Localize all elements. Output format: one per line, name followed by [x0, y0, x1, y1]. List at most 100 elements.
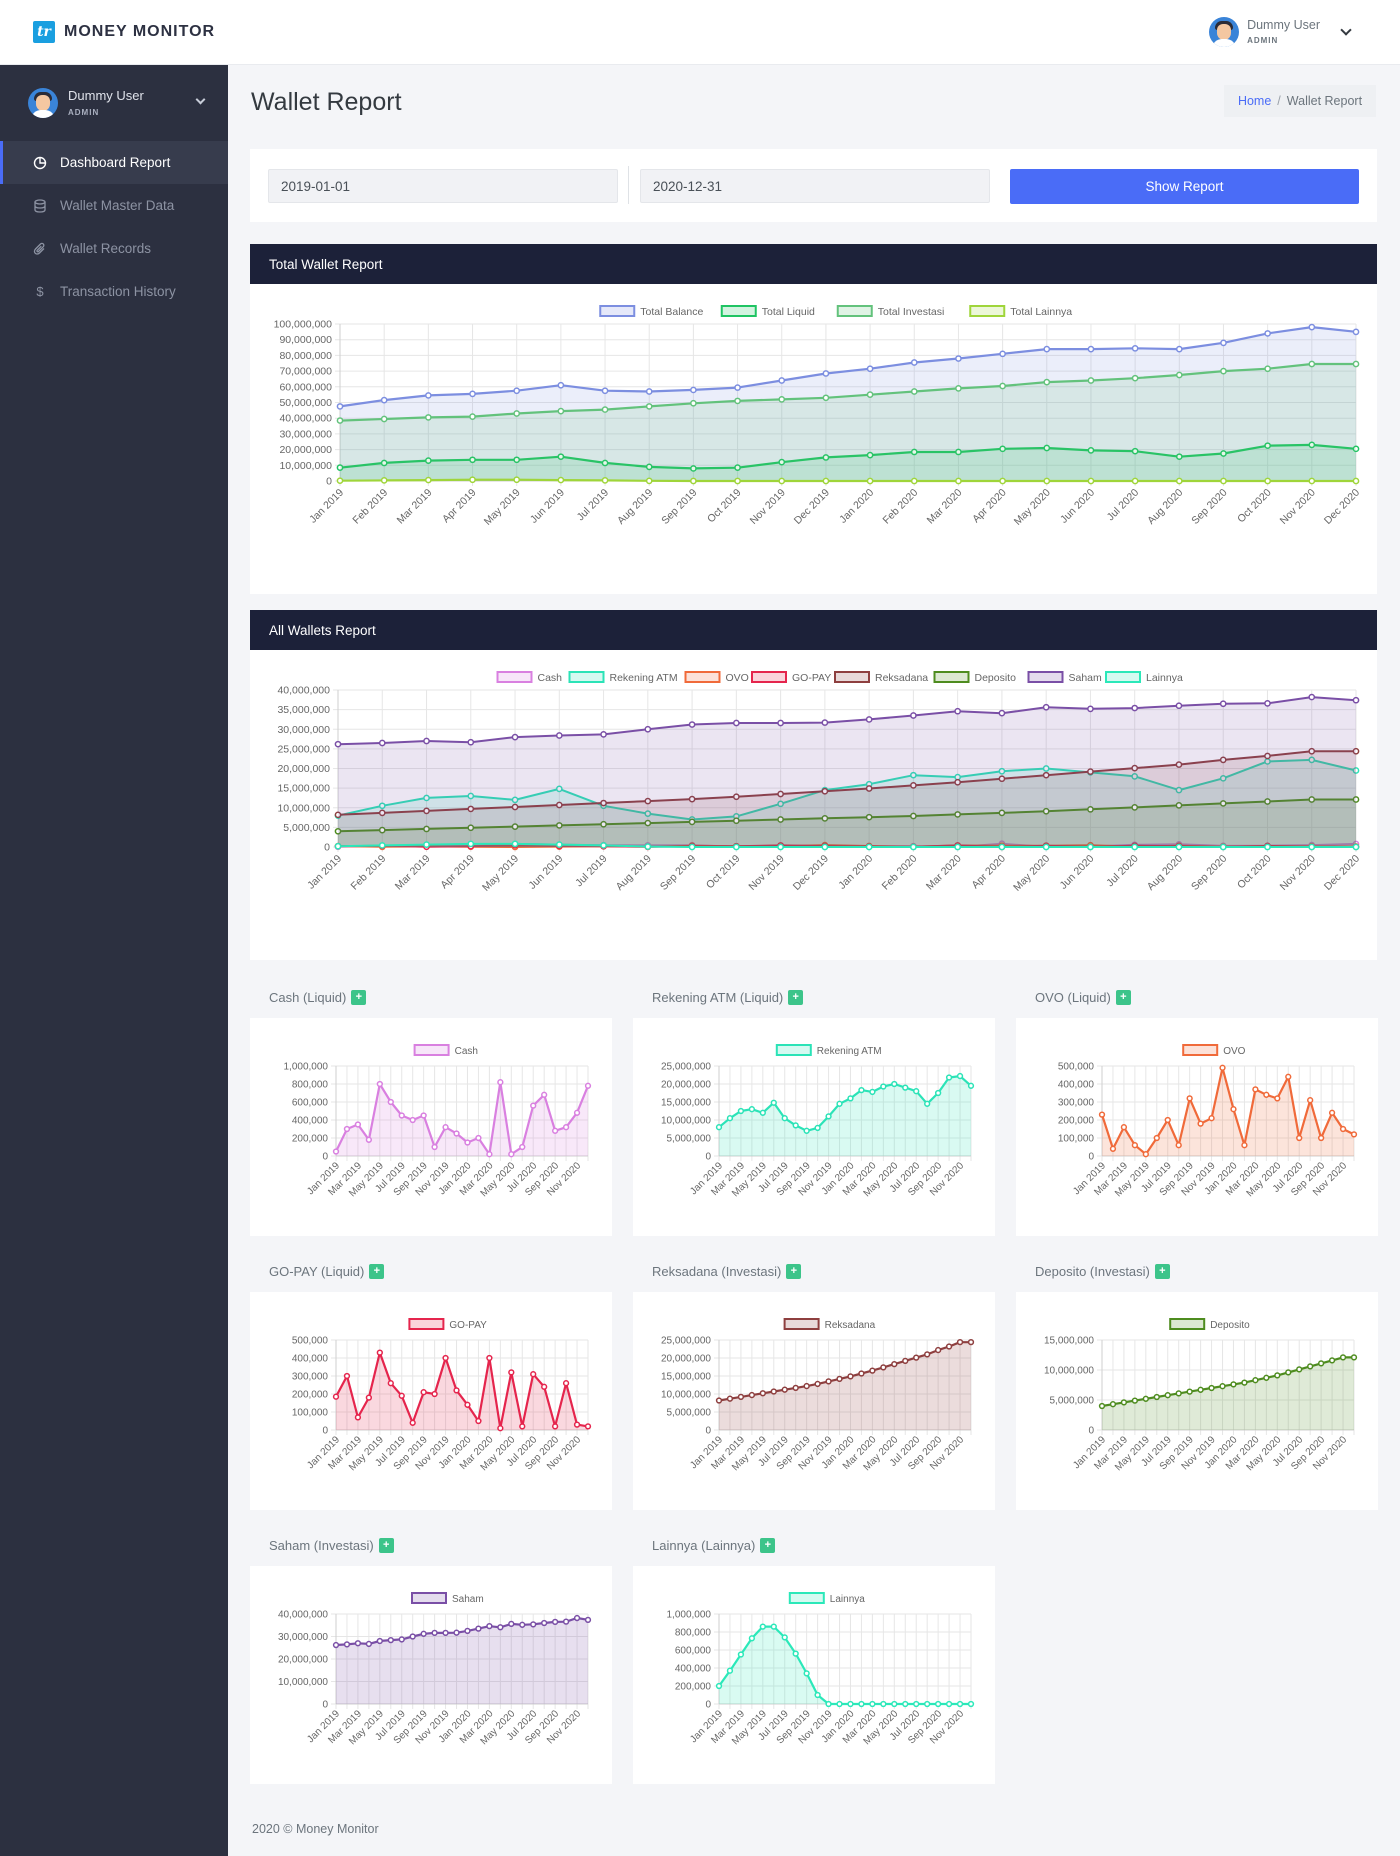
brand[interactable]: tr MONEY MONITOR — [33, 21, 215, 43]
data-point — [1308, 441, 1316, 449]
data-point — [1175, 477, 1183, 485]
wallet-card-deposito: Deposito (Investasi) + 0 5,000,000 10,000,0… — [1016, 1251, 1378, 1524]
sidebar-item-wallet-records[interactable]: Wallet Records — [0, 227, 228, 270]
data-point — [1197, 1120, 1204, 1127]
chevron-down-icon[interactable] — [195, 94, 206, 105]
data-point — [998, 809, 1006, 817]
x-tick-label: Dec 2020 — [1322, 487, 1362, 527]
user-role: ADMIN — [1247, 35, 1279, 45]
y-tick-label: 30,000,000 — [277, 724, 330, 736]
add-icon[interactable]: + — [786, 1264, 802, 1279]
sidebar-item-dashboard-report[interactable]: Dashboard Report — [0, 141, 228, 184]
x-tick-label: May 2019 — [480, 853, 521, 894]
add-icon[interactable]: + — [369, 1264, 385, 1279]
data-point — [584, 1082, 592, 1089]
breadcrumb-home-link[interactable]: Home — [1237, 94, 1272, 108]
sidebar-user[interactable]: Dummy User ADMIN — [0, 65, 228, 141]
data-point — [562, 1618, 570, 1625]
data-point — [902, 1357, 909, 1365]
avatar — [28, 88, 58, 118]
data-point — [880, 1083, 887, 1090]
data-point — [1308, 360, 1316, 368]
data-point — [956, 1700, 964, 1708]
breadcrumb-current: Wallet Report — [1286, 94, 1363, 108]
data-point — [431, 1390, 438, 1398]
breadcrumb-separator: / — [1277, 94, 1281, 108]
legend-swatch — [413, 1044, 450, 1056]
data-point — [814, 1124, 821, 1132]
data-point — [1339, 1125, 1347, 1133]
top-navbar: tr MONEY MONITOR Dummy User ADMIN — [0, 0, 1400, 65]
series-area — [340, 364, 1356, 481]
data-point — [380, 459, 388, 467]
data-point — [380, 415, 388, 423]
show-report-button[interactable]: Show Report — [1010, 169, 1359, 204]
data-point — [822, 370, 830, 377]
data-point — [1042, 771, 1050, 779]
data-point — [584, 1423, 592, 1430]
data-point — [409, 1633, 416, 1640]
sidebar-item-transaction-history[interactable]: $ Transaction History — [0, 270, 228, 313]
y-tick-label: 40,000,000 — [277, 685, 330, 697]
add-icon[interactable]: + — [1115, 990, 1131, 1005]
legend-label: Total Liquid — [762, 306, 815, 318]
data-point — [555, 785, 563, 793]
sidebar-item-label: Transaction History — [60, 284, 176, 299]
end-date-input[interactable]: 2020-12-31 — [640, 169, 990, 203]
data-point — [1098, 1111, 1106, 1118]
add-icon[interactable]: + — [378, 1538, 394, 1553]
data-point — [910, 812, 917, 820]
series-area — [336, 1352, 588, 1430]
data-point — [847, 1095, 854, 1102]
data-point — [726, 1395, 734, 1402]
data-point — [645, 477, 653, 485]
y-tick-label: 70,000,000 — [279, 366, 332, 378]
data-point — [1087, 705, 1094, 713]
add-icon[interactable]: + — [1154, 1264, 1170, 1279]
data-point — [690, 399, 697, 407]
y-tick-label: 400,000 — [675, 1664, 712, 1675]
chevron-down-icon[interactable] — [1340, 24, 1352, 36]
y-tick-label: 300,000 — [1058, 1098, 1095, 1109]
data-point — [423, 737, 430, 745]
page-title: Wallet Report — [251, 88, 402, 116]
add-icon[interactable]: + — [351, 990, 367, 1005]
data-point — [734, 384, 741, 391]
start-date-input[interactable]: 2019-01-01 — [268, 169, 618, 203]
data-point — [442, 1629, 449, 1637]
y-tick-label: 300,000 — [292, 1372, 329, 1383]
data-point — [1175, 702, 1183, 710]
add-icon[interactable]: + — [788, 990, 804, 1005]
data-point — [513, 456, 521, 464]
legend-swatch — [933, 671, 970, 683]
data-point — [999, 445, 1006, 453]
series-area — [338, 751, 1356, 847]
legend-swatch — [834, 671, 870, 683]
data-point — [336, 403, 344, 410]
x-tick-label: Apr 2020 — [970, 487, 1009, 526]
data-point — [732, 843, 740, 851]
sidebar-item-wallet-master-data[interactable]: Wallet Master Data — [0, 184, 228, 227]
y-tick-label: 10,000,000 — [279, 460, 332, 472]
add-icon[interactable]: + — [760, 1538, 776, 1553]
series-line — [337, 750, 1356, 816]
y-tick-label: 800,000 — [675, 1628, 712, 1639]
data-point — [1208, 1384, 1215, 1392]
user-menu[interactable]: Dummy User ADMIN — [1209, 17, 1352, 47]
x-tick-label: Jan 2019 — [305, 853, 344, 892]
y-tick-label: 20,000,000 — [661, 1080, 711, 1091]
data-point — [551, 1618, 559, 1626]
y-tick-label: 40,000,000 — [278, 1610, 328, 1621]
sidebar-item-label: Wallet Master Data — [60, 198, 175, 213]
y-tick-label: 5,000,000 — [1050, 1396, 1095, 1407]
data-point — [715, 1124, 723, 1131]
data-point — [781, 1634, 788, 1641]
data-point — [822, 477, 830, 485]
series-area — [340, 444, 1356, 481]
data-point — [469, 476, 476, 484]
y-tick-label: 5,000,000 — [283, 822, 330, 834]
y-tick-label: 0 — [705, 1426, 711, 1437]
data-point — [1175, 802, 1183, 809]
data-point — [1098, 1402, 1106, 1410]
data-point — [511, 803, 519, 811]
